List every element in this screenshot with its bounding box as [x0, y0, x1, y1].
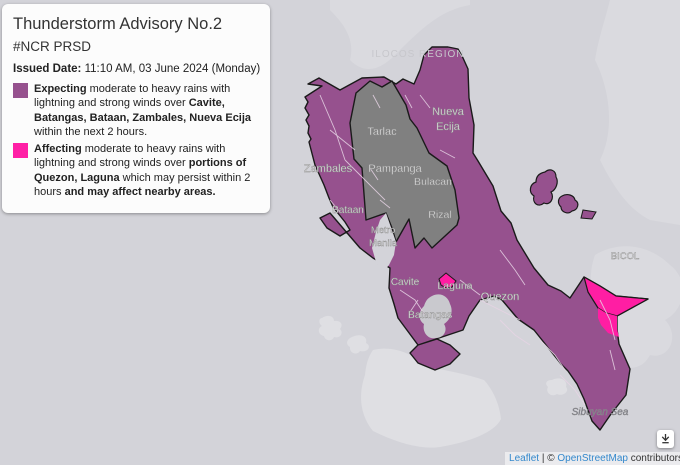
svg-text:Zambales: Zambales: [304, 163, 353, 175]
svg-text:Batangas: Batangas: [408, 309, 452, 321]
svg-text:ILOCOS REGION: ILOCOS REGION: [371, 49, 464, 60]
svg-text:Cavite: Cavite: [391, 277, 420, 288]
svg-text:Nueva: Nueva: [432, 106, 465, 118]
svg-text:BICOL: BICOL: [611, 251, 640, 262]
svg-text:Rizal: Rizal: [428, 209, 451, 221]
svg-text:Sibuyan Sea: Sibuyan Sea: [572, 407, 629, 418]
svg-text:Laguna: Laguna: [437, 280, 472, 292]
svg-text:Quezon: Quezon: [481, 291, 520, 303]
svg-text:Manila: Manila: [369, 238, 398, 249]
svg-text:Tarlac: Tarlac: [367, 126, 397, 138]
svg-text:Metro: Metro: [371, 225, 395, 236]
svg-text:Ecija: Ecija: [436, 121, 461, 133]
svg-text:Pampanga: Pampanga: [368, 163, 422, 175]
svg-text:Bataan: Bataan: [332, 205, 364, 216]
svg-text:Bulacan: Bulacan: [414, 176, 452, 188]
